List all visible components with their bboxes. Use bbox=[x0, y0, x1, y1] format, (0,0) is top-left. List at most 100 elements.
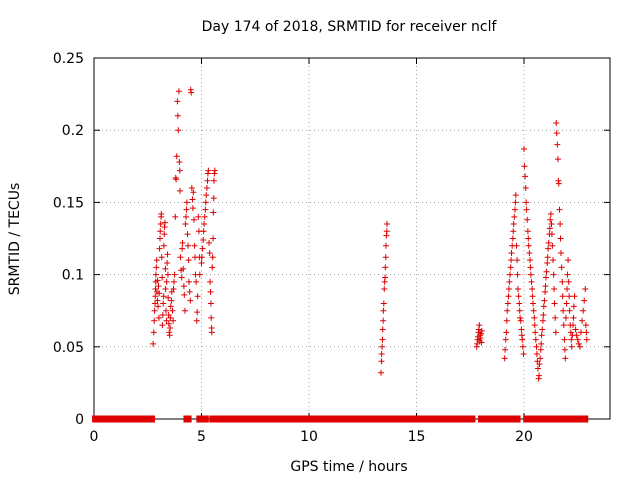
zero-value-run-2 bbox=[196, 415, 209, 423]
data-point-166 bbox=[501, 355, 508, 362]
data-point-143 bbox=[380, 300, 387, 307]
data-point-19 bbox=[157, 235, 164, 242]
data-point-178 bbox=[508, 257, 515, 264]
zero-value-run-7 bbox=[523, 415, 573, 423]
data-point-144 bbox=[381, 286, 388, 293]
data-point-212 bbox=[526, 249, 533, 256]
data-point-299 bbox=[574, 336, 581, 343]
data-point-300 bbox=[575, 340, 582, 347]
data-point-59 bbox=[173, 176, 180, 183]
data-point-246 bbox=[544, 254, 551, 261]
data-point-173 bbox=[505, 293, 512, 300]
data-point-184 bbox=[511, 213, 518, 220]
data-point-91 bbox=[189, 205, 196, 212]
data-point-260 bbox=[552, 314, 559, 321]
data-point-152 bbox=[384, 221, 391, 228]
data-point-226 bbox=[533, 351, 540, 358]
data-point-179 bbox=[508, 249, 515, 256]
data-point-172 bbox=[504, 300, 511, 307]
data-point-294 bbox=[570, 314, 577, 321]
data-point-73 bbox=[180, 265, 187, 272]
data-point-197 bbox=[518, 326, 525, 333]
data-point-307 bbox=[582, 322, 589, 329]
data-points bbox=[150, 86, 590, 382]
data-point-107 bbox=[199, 245, 206, 252]
data-point-25 bbox=[159, 274, 166, 281]
data-point-251 bbox=[547, 216, 554, 223]
data-point-189 bbox=[514, 257, 521, 264]
zero-runs bbox=[92, 415, 589, 423]
data-point-303 bbox=[579, 317, 586, 324]
data-point-214 bbox=[527, 264, 534, 271]
data-point-231 bbox=[536, 361, 543, 368]
data-point-206 bbox=[523, 199, 530, 206]
data-point-257 bbox=[550, 271, 557, 278]
data-point-193 bbox=[516, 300, 523, 307]
data-point-185 bbox=[511, 206, 518, 213]
data-point-115 bbox=[203, 184, 210, 191]
data-point-208 bbox=[524, 216, 531, 223]
data-point-190 bbox=[514, 271, 521, 278]
data-point-191 bbox=[514, 286, 521, 293]
data-point-49 bbox=[167, 303, 174, 310]
data-point-275 bbox=[560, 307, 567, 314]
data-point-46 bbox=[166, 332, 173, 339]
data-point-15 bbox=[155, 283, 162, 290]
data-point-220 bbox=[530, 307, 537, 314]
data-point-218 bbox=[529, 293, 536, 300]
data-point-272 bbox=[558, 264, 565, 271]
data-point-224 bbox=[532, 336, 539, 343]
data-point-110 bbox=[201, 221, 208, 228]
data-point-106 bbox=[198, 254, 205, 261]
data-point-256 bbox=[550, 257, 557, 264]
data-point-225 bbox=[533, 343, 540, 350]
data-point-252 bbox=[547, 210, 554, 217]
data-point-74 bbox=[180, 283, 187, 290]
data-point-170 bbox=[503, 317, 510, 324]
data-point-284 bbox=[565, 257, 572, 264]
data-point-263 bbox=[553, 130, 560, 137]
data-point-42 bbox=[165, 294, 172, 301]
data-point-168 bbox=[502, 336, 509, 343]
data-point-38 bbox=[163, 278, 170, 285]
data-point-70 bbox=[178, 274, 185, 281]
data-point-39 bbox=[164, 260, 171, 267]
data-point-63 bbox=[175, 127, 182, 134]
data-point-240 bbox=[541, 297, 548, 304]
y-axis: 0 0.05 0.1 0.15 0.2 0.25 bbox=[53, 51, 610, 428]
data-point-123 bbox=[207, 300, 214, 307]
zero-value-run-3 bbox=[209, 415, 386, 423]
grid-horizontal bbox=[94, 129, 610, 348]
data-point-14 bbox=[155, 303, 162, 310]
data-point-273 bbox=[559, 278, 566, 285]
y-tick-label-4: 0.2 bbox=[62, 123, 84, 139]
data-point-244 bbox=[543, 268, 550, 275]
data-point-99 bbox=[194, 309, 201, 316]
data-point-250 bbox=[546, 225, 553, 232]
zero-value-run-8 bbox=[571, 415, 589, 423]
data-point-82 bbox=[184, 242, 191, 249]
data-point-204 bbox=[522, 173, 529, 180]
x-tick-label-1: 5 bbox=[197, 429, 206, 445]
data-point-236 bbox=[539, 326, 546, 333]
data-point-97 bbox=[193, 278, 200, 285]
data-point-181 bbox=[509, 235, 516, 242]
data-point-5 bbox=[152, 293, 159, 300]
data-point-245 bbox=[544, 260, 551, 267]
data-point-23 bbox=[158, 210, 165, 217]
data-point-6 bbox=[152, 286, 159, 293]
data-point-276 bbox=[560, 322, 567, 329]
data-point-79 bbox=[183, 206, 190, 213]
data-point-85 bbox=[186, 288, 193, 295]
data-point-149 bbox=[382, 242, 389, 249]
y-axis-label: SRMTID / TECUs bbox=[7, 183, 23, 296]
data-point-147 bbox=[382, 264, 389, 271]
data-point-228 bbox=[534, 365, 541, 372]
data-point-75 bbox=[181, 291, 188, 298]
x-tick-label-2: 10 bbox=[300, 429, 318, 445]
data-point-237 bbox=[539, 317, 546, 324]
data-point-304 bbox=[580, 307, 587, 314]
data-point-120 bbox=[206, 249, 213, 256]
data-point-281 bbox=[563, 300, 570, 307]
